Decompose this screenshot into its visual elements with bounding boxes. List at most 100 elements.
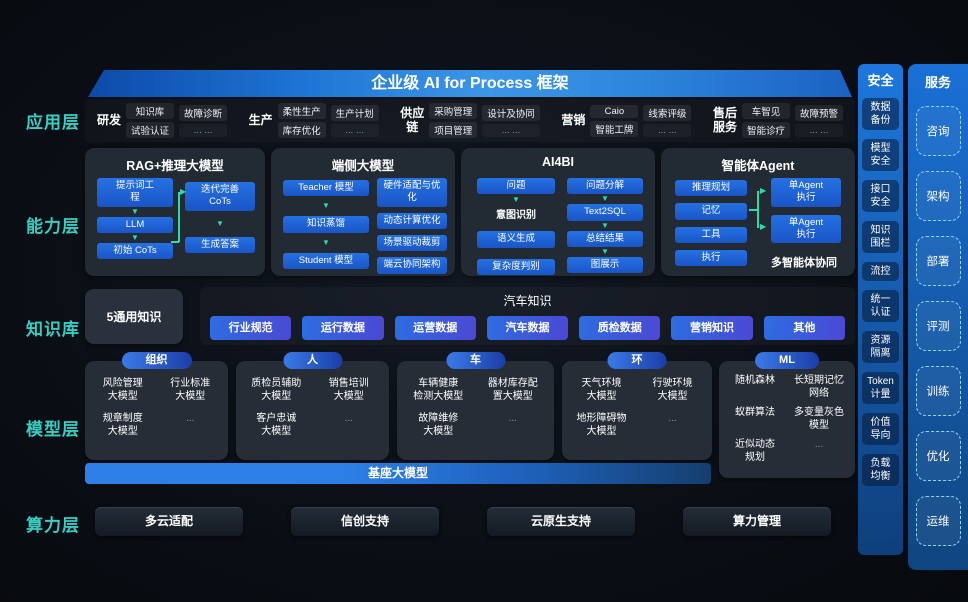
flow-step: 生成答案 bbox=[185, 236, 255, 254]
multi-agent-caption: 多智能体协同 bbox=[771, 257, 837, 269]
model-item-more: ... bbox=[814, 439, 824, 450]
app-group-rnd: 研发 知识库 试验认证 故障诊断 ... ... bbox=[97, 103, 228, 138]
arrow-right-icon: ▶ bbox=[760, 222, 767, 231]
app-item-column: 柔性生产 库存优化 bbox=[277, 103, 326, 138]
flow-step: 图展示 bbox=[567, 257, 643, 274]
app-item: 智能诊疗 bbox=[741, 122, 790, 138]
app-item-column: 故障诊断 ... ... bbox=[179, 104, 228, 137]
app-item-column: 车智见 智能诊疗 bbox=[741, 103, 790, 138]
model-item: 随机森林 bbox=[735, 375, 775, 386]
layer-label-model: 模型层 bbox=[26, 420, 80, 439]
app-item: 故障诊断 bbox=[179, 104, 228, 121]
service-panel-title: 服务 bbox=[924, 75, 951, 90]
compute-layer-row: 多云适配 信创支持 云原生支持 算力管理 bbox=[95, 507, 831, 536]
service-item: 运维 bbox=[915, 496, 961, 546]
flow-label: 意图识别 bbox=[496, 210, 536, 222]
app-item-more: ... ... bbox=[330, 123, 379, 137]
knowledge-button: 运行数据 bbox=[302, 316, 384, 340]
knowledge-button: 其他 bbox=[763, 316, 845, 340]
flow-step: 知识蒸馏 bbox=[283, 216, 369, 233]
model-grid: 风险管理 大模型 行业标准 大模型 规章制度 大模型 ... bbox=[85, 361, 228, 438]
model-grid: 天气环境 大模型 行驶环境 大模型 地形障碍物 大模型 ... bbox=[562, 361, 712, 438]
flow-step: LLM bbox=[97, 216, 173, 234]
service-item: 优化 bbox=[915, 431, 961, 481]
app-group-label: 研发 bbox=[97, 112, 122, 127]
security-item: 资源 隔离 bbox=[862, 331, 899, 363]
box-title: RAG+推理大模型 bbox=[126, 159, 224, 173]
security-item: 负载 均衡 bbox=[862, 454, 899, 486]
layer-label-application: 应用层 bbox=[26, 113, 80, 132]
security-item: 知识 围栏 bbox=[862, 221, 899, 253]
model-item: 行驶环境 大模型 bbox=[652, 378, 693, 402]
app-item-column: 线索评级 ... ... bbox=[643, 104, 692, 137]
model-group-environment: 环 天气环境 大模型 行驶环境 大模型 地形障碍物 大模型 ... bbox=[562, 352, 712, 460]
arrow-down-icon: ▼ bbox=[512, 195, 520, 205]
list-item: 端云协同架构 bbox=[377, 257, 447, 274]
arrow-down-icon: ▼ bbox=[322, 237, 330, 247]
model-group-vehicle: 车 车辆健康 检测大模型 器材库存配 置大模型 故障维修 大模型 ... bbox=[397, 352, 554, 460]
app-item: 采购管理 bbox=[429, 103, 478, 119]
service-item: 评测 bbox=[915, 301, 961, 351]
arrow-down-icon: ▼ bbox=[131, 206, 139, 216]
auto-knowledge-title: 汽车知识 bbox=[503, 294, 552, 308]
connector-line bbox=[171, 241, 179, 243]
agent-executor: 单Agent 执行 bbox=[771, 214, 841, 244]
agent-executors: 单Agent 执行 单Agent 执行 bbox=[771, 178, 841, 244]
box-title: 端侧大模型 bbox=[331, 159, 395, 173]
flow-step: 复杂度判别 bbox=[477, 258, 555, 276]
flow-step: 语义生成 bbox=[477, 231, 555, 248]
service-item: 部署 bbox=[915, 236, 961, 286]
model-item: 长短期记忆 网络 bbox=[794, 375, 844, 399]
capability-box-edge-model: 端侧大模型 Teacher 模型 ▼ 知识蒸馏 ▼ Student 模型 硬件适… bbox=[271, 148, 455, 276]
app-group-label: 售后 服务 bbox=[712, 105, 737, 134]
app-group-label: 营销 bbox=[561, 112, 586, 127]
app-group-aftersales: 售后 服务 车智见 智能诊疗 故障预警 ... ... bbox=[713, 103, 843, 138]
security-item: Token 计量 bbox=[862, 372, 899, 404]
knowledge-buttons-row: 行业规范 运行数据 运营数据 汽车数据 质检数据 营销知识 其他 bbox=[200, 309, 855, 340]
list-item: 动态计算优化 bbox=[377, 212, 447, 230]
compute-item: 信创支持 bbox=[291, 507, 439, 536]
model-item: 行业标准 大模型 bbox=[170, 378, 211, 402]
compute-item: 云原生支持 bbox=[487, 507, 635, 536]
knowledge-button: 质检数据 bbox=[579, 316, 661, 340]
agent-module: 记忆 bbox=[675, 203, 747, 220]
auto-knowledge-box: 汽车知识 行业规范 运行数据 运营数据 汽车数据 质检数据 营销知识 其他 bbox=[200, 287, 855, 345]
capability-box-rag: RAG+推理大模型 提示词工 程 ▼ LLM ▼ 初始 CoTs 迭代完善 Co… bbox=[85, 148, 265, 276]
model-group-organization: 组织 风险管理 大模型 行业标准 大模型 规章制度 大模型 ... bbox=[85, 352, 228, 460]
model-item-more: ... bbox=[344, 413, 353, 424]
arrow-down-icon: ▼ bbox=[322, 201, 330, 211]
agent-modules: 推理规划 记忆 工具 执行 bbox=[675, 180, 747, 267]
model-grid: 质检员辅助 大模型 销售培训 大模型 客户忠诚 大模型 ... bbox=[236, 361, 389, 438]
connector-line bbox=[178, 192, 180, 242]
flow-step: 初始 CoTs bbox=[97, 243, 173, 260]
agent-executor: 单Agent 执行 bbox=[771, 178, 841, 207]
arrow-down-icon: ▼ bbox=[601, 247, 609, 257]
model-item-more: ... bbox=[668, 413, 677, 424]
model-item: 蚁群算法 bbox=[735, 407, 775, 418]
security-item: 流控 bbox=[862, 262, 899, 281]
app-item: 库存优化 bbox=[277, 122, 326, 138]
app-group-label: 供应 链 bbox=[400, 105, 425, 134]
app-item: 柔性生产 bbox=[277, 103, 326, 119]
model-group-header: 人 bbox=[283, 352, 342, 369]
list-item: 场景驱动裁剪 bbox=[377, 235, 447, 252]
app-item: 知识库 bbox=[126, 103, 175, 119]
app-item-more: ... ... bbox=[482, 123, 540, 137]
model-item-more: ... bbox=[186, 413, 195, 424]
app-group-supply-chain: 供应 链 采购管理 项目管理 设计及协同 ... ... bbox=[400, 103, 540, 138]
model-group-ml: ML 随机森林 长短期记忆 网络 蚁群算法 多变量灰色 模型 近似动态 规划 .… bbox=[719, 352, 855, 478]
app-item: 设计及协同 bbox=[482, 104, 540, 121]
flow-step: Student 模型 bbox=[283, 252, 369, 270]
knowledge-button: 营销知识 bbox=[671, 316, 753, 340]
application-layer-row: 研发 知识库 试验认证 故障诊断 ... ... 生产 柔性生产 库存优化 生产… bbox=[85, 99, 855, 142]
security-item: 接口 安全 bbox=[862, 180, 899, 212]
app-item-more: ... ... bbox=[643, 123, 692, 137]
rag-flow-right: 迭代完善 CoTs ▼ 生成答案 bbox=[185, 182, 255, 254]
arrow-down-icon: ▼ bbox=[216, 218, 224, 228]
model-item: 风险管理 大模型 bbox=[102, 378, 143, 402]
knowledge-button: 运营数据 bbox=[394, 316, 476, 340]
app-item-column: Caio 智能工牌 bbox=[590, 104, 639, 137]
ai4bi-flow-right: 问题分解 ▼ Text2SQL ▼ 总结结果 ▼ 图展示 bbox=[567, 178, 643, 274]
app-item-more: ... ... bbox=[794, 123, 843, 137]
